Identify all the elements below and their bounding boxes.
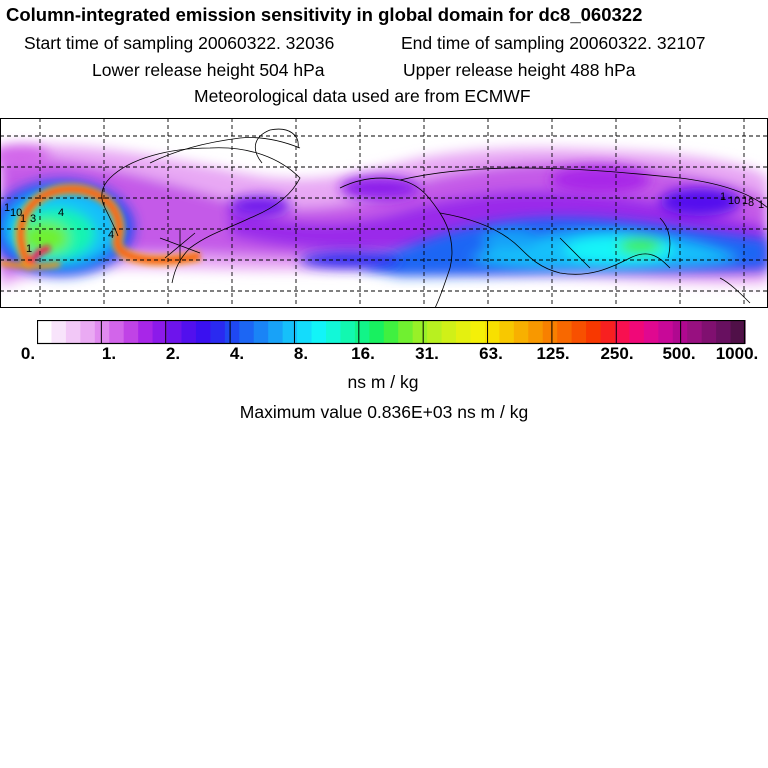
colorbar-cell [383, 320, 399, 344]
colorbar-cell [80, 320, 96, 344]
colorbar-cell [542, 320, 558, 344]
contour-label: 1 [20, 213, 26, 225]
colorbar-cell [239, 320, 255, 344]
colorbar-cell [65, 320, 81, 344]
colorbar-cell [427, 320, 443, 344]
lower-release-height: Lower release height 504 hPa [92, 60, 325, 80]
contour-label: 1 [742, 195, 748, 207]
colorbar-cell [716, 320, 732, 344]
colorbar-cell [94, 320, 110, 344]
colorbar-tick-label: 2. [165, 344, 181, 363]
colorbar-cell [600, 320, 616, 344]
colorbar-cell [643, 320, 659, 344]
colorbar-cell [658, 320, 674, 344]
colorbar-cell [412, 320, 428, 344]
colorbar-cell [557, 320, 573, 344]
colorbar-cell [325, 320, 342, 344]
colorbar-cell [369, 320, 385, 344]
sampling-end: End time of sampling 20060322. 32107 [401, 33, 706, 53]
colorbar-tick-label: 250. [600, 344, 634, 363]
colorbar-cell [37, 320, 53, 344]
colorbar-cell [268, 320, 284, 344]
sampling-start: Start time of sampling 20060322. 32036 [24, 33, 335, 53]
colorbar-cell [398, 320, 414, 344]
release-site-marker [159, 228, 201, 263]
colorbar-cell [687, 320, 703, 344]
colorbar-tick-label: 1. [101, 344, 117, 363]
colorbar-cell [484, 320, 500, 344]
colorbar-tick-label: 63. [479, 344, 503, 363]
met-data-note: Meteorological data used are from ECMWF [194, 86, 531, 106]
colorbar-cell [354, 320, 370, 344]
sensitivity-field: 1 10 1 4 1 4 3 1 10 1 8 1 [0, 118, 768, 308]
colorbar-cell [109, 320, 125, 344]
contour-label: 1 [720, 191, 726, 203]
colorbar-cell [282, 320, 298, 344]
colorbar-cell [297, 320, 313, 344]
colorbar-cell [195, 320, 211, 344]
coastlines [101, 128, 768, 308]
colorbar-cell [340, 320, 356, 344]
upper-release-height: Upper release height 488 hPa [403, 60, 636, 80]
colorbar-tick-label: 0. [20, 344, 36, 363]
colorbar-cell [224, 320, 240, 344]
contour-label: 10 [10, 207, 22, 219]
colorbar-cell [730, 320, 746, 344]
contour-label: 1 [4, 202, 10, 214]
colorbar-cell [614, 320, 631, 344]
colorbar-unit: ns m / kg [347, 372, 419, 392]
maximum-value: Maximum value 0.836E+03 ns m / kg [239, 402, 529, 422]
colorbar-cell [629, 320, 645, 344]
contour-label: 1 [758, 199, 764, 211]
colorbar-tick-label: 31. [415, 344, 439, 363]
colorbar-cell [528, 320, 544, 344]
colorbar-tick-label: 1000. [715, 344, 759, 363]
colorbar-cell [181, 320, 197, 344]
contour-label: 3 [30, 213, 36, 225]
contour-label: 8 [748, 197, 754, 209]
lat-lon-grid [0, 118, 768, 308]
colorbar-cell [586, 320, 602, 344]
colorbar-cell [470, 320, 486, 344]
plot-title: Column-integrated emission sensitivity i… [6, 4, 643, 25]
colorbar-cells [37, 320, 746, 344]
colorbar-tick-label: 125. [536, 344, 570, 363]
colorbar-dividers [100, 320, 682, 344]
contour-label: 1 [26, 243, 32, 255]
colorbar-tick-label: 500. [662, 344, 696, 363]
emission-sensitivity-map: 1 10 1 4 1 4 3 1 10 1 8 1 [0, 118, 768, 308]
colorbar-cell [456, 320, 472, 344]
colorbar-cell [138, 320, 154, 344]
contour-labels: 1 10 1 4 1 4 3 1 10 1 8 1 [4, 191, 764, 255]
colorbar-cell [513, 320, 529, 344]
colorbar-tick-label: 8. [293, 344, 309, 363]
colorbar-cell [571, 320, 587, 344]
colorbar-cell [499, 320, 515, 344]
colorbar-tick-label: 16. [351, 344, 375, 363]
colorbar-cell [253, 320, 269, 344]
contour-label: 10 [728, 195, 740, 207]
colorbar-cell [311, 320, 327, 344]
colorbar-cell [123, 320, 139, 344]
colorbar-cell [167, 320, 183, 344]
contour-label: 4 [108, 229, 114, 241]
colorbar-cell [152, 320, 168, 344]
colorbar-cell [441, 320, 457, 344]
contour-label: 4 [58, 207, 64, 219]
colorbar-cell [701, 320, 717, 344]
colorbar-cell [210, 320, 226, 344]
colorbar-tick-label: 4. [229, 344, 245, 363]
colorbar [37, 320, 746, 345]
colorbar-cell [51, 320, 67, 344]
